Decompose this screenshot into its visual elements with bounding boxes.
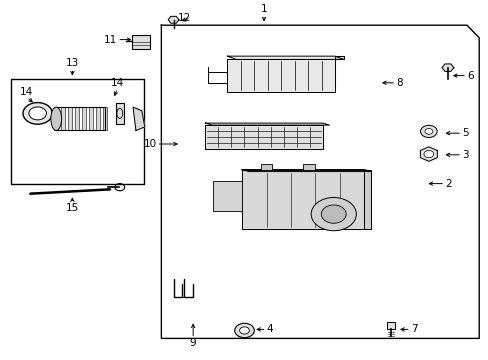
Text: 12: 12 <box>177 13 190 23</box>
Bar <box>386 322 394 329</box>
Text: 2: 2 <box>444 179 451 189</box>
Polygon shape <box>133 107 144 130</box>
Circle shape <box>29 107 46 120</box>
Circle shape <box>420 125 436 138</box>
Polygon shape <box>242 170 364 229</box>
Bar <box>61 107 65 130</box>
Ellipse shape <box>51 107 61 130</box>
Polygon shape <box>168 16 179 23</box>
Polygon shape <box>227 59 334 92</box>
Text: 9: 9 <box>189 338 196 348</box>
Bar <box>116 103 123 124</box>
Polygon shape <box>441 64 453 71</box>
Circle shape <box>424 129 432 134</box>
Polygon shape <box>420 147 436 161</box>
Bar <box>68 107 72 130</box>
Text: 3: 3 <box>461 150 468 160</box>
Text: 14: 14 <box>110 78 124 88</box>
Text: 8: 8 <box>395 78 402 88</box>
Bar <box>54 107 58 130</box>
Bar <box>11 79 144 184</box>
Bar <box>56 107 105 130</box>
Circle shape <box>23 103 52 124</box>
Bar <box>96 107 100 130</box>
Circle shape <box>423 150 433 158</box>
Text: 5: 5 <box>461 128 468 138</box>
Text: 15: 15 <box>65 203 79 213</box>
Polygon shape <box>364 170 370 229</box>
Text: 6: 6 <box>466 71 473 81</box>
Text: 4: 4 <box>266 324 273 334</box>
Polygon shape <box>227 56 343 59</box>
Text: 14: 14 <box>20 87 34 97</box>
Text: 11: 11 <box>104 35 117 45</box>
Polygon shape <box>242 170 370 172</box>
Bar <box>82 107 86 130</box>
Text: 7: 7 <box>410 324 417 334</box>
Circle shape <box>234 323 254 338</box>
Polygon shape <box>334 56 343 59</box>
Bar <box>75 107 79 130</box>
Bar <box>303 164 314 170</box>
Bar <box>260 164 272 170</box>
Circle shape <box>310 198 356 231</box>
Circle shape <box>239 327 249 334</box>
Text: 1: 1 <box>260 4 267 14</box>
Bar <box>89 107 93 130</box>
Text: 10: 10 <box>143 139 156 149</box>
Bar <box>212 181 242 211</box>
Bar <box>132 35 149 49</box>
Polygon shape <box>205 125 322 148</box>
Text: 13: 13 <box>65 58 79 68</box>
Polygon shape <box>205 123 329 125</box>
Circle shape <box>321 205 346 223</box>
Bar <box>103 107 107 130</box>
